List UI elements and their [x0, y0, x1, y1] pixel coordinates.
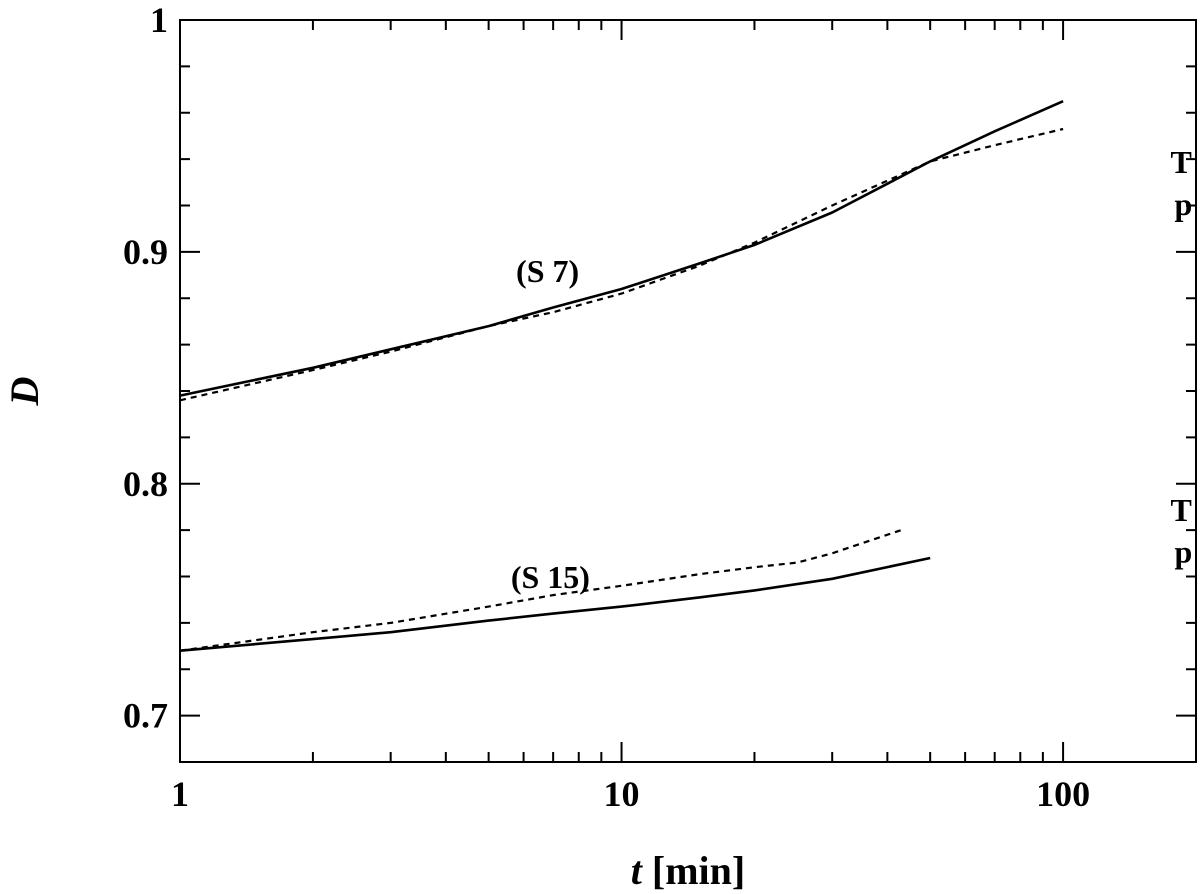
- tick-labels: 1 10 100 0.7 0.8 0.9 1: [123, 0, 1090, 814]
- series-line-s7-dashed: [179, 127, 1064, 402]
- x-tick-label: 10: [604, 774, 640, 814]
- annotations: (S 7) (S 15) T = 1624 K p = 291 bar T = 1433…: [511, 144, 1200, 595]
- annotation-label: p = 166 bar: [1174, 534, 1200, 570]
- annotation-label: p = 291 bar: [1174, 186, 1200, 222]
- x-tick-label: 100: [1036, 774, 1090, 814]
- y-tick-label: 1: [150, 0, 168, 40]
- annotation-label: (S 7): [516, 253, 579, 289]
- y-tick-label: 0.7: [123, 696, 168, 736]
- annotation-label: T = 1433 K: [1170, 492, 1200, 528]
- x-axis-title: t [min]: [631, 848, 745, 893]
- series-line-s7-solid: [179, 100, 1064, 397]
- y-tick-label: 0.8: [123, 464, 168, 504]
- major-ticks: [179, 19, 1196, 762]
- y-axis-title: D: [2, 377, 47, 407]
- x-axis-title-unit: [min]: [642, 848, 745, 893]
- plot-frame: [179, 19, 1197, 763]
- minor-ticks: [180, 20, 1196, 763]
- y-tick-label: 0.9: [123, 232, 168, 272]
- annotation-label: T = 1624 K: [1170, 144, 1200, 180]
- series-line-s15-solid: [179, 556, 931, 652]
- x-tick-label: 1: [171, 774, 189, 814]
- series-group: [179, 100, 1064, 652]
- x-axis-title-symbol: t: [631, 848, 644, 893]
- annotation-label: (S 15): [511, 559, 590, 595]
